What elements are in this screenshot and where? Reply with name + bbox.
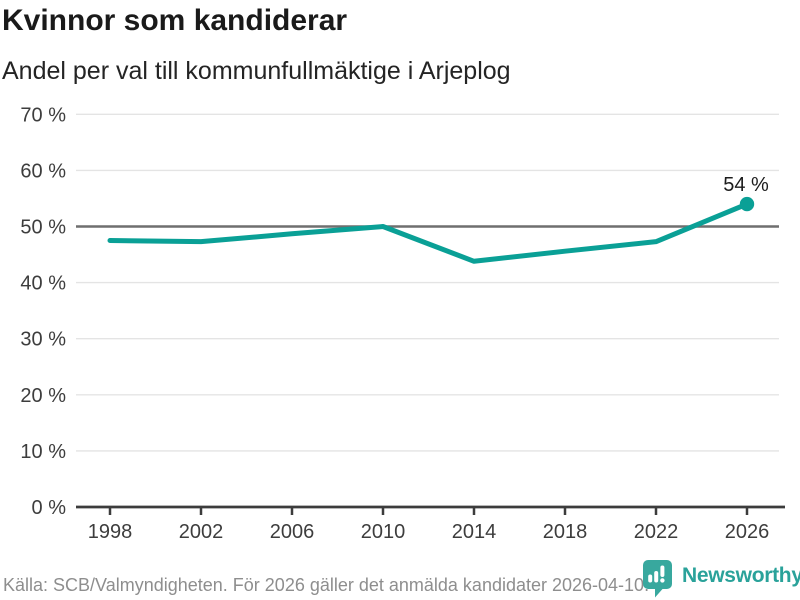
y-tick-label: 30 % bbox=[20, 329, 66, 351]
y-tick-label: 50 % bbox=[20, 217, 66, 239]
x-tick-label: 2010 bbox=[361, 521, 406, 543]
x-tick-label: 2002 bbox=[179, 521, 224, 543]
y-tick-label: 70 % bbox=[20, 104, 66, 126]
chart-subtitle: Andel per val till kommunfullmäktige i A… bbox=[2, 57, 511, 85]
y-tick-label: 10 % bbox=[20, 441, 66, 463]
y-tick-label: 60 % bbox=[20, 160, 66, 182]
source-note: Källa: SCB/Valmyndigheten. För 2026 gäll… bbox=[3, 575, 650, 595]
data-point-marker bbox=[739, 196, 755, 212]
newsworthy-wordmark: Newsworthy bbox=[682, 564, 800, 587]
x-tick-label: 2014 bbox=[452, 521, 497, 543]
data-point-label: 54 % bbox=[723, 174, 769, 196]
y-tick-label: 40 % bbox=[20, 273, 66, 295]
x-tick-label: 2006 bbox=[270, 521, 315, 543]
y-tick-label: 0 % bbox=[32, 497, 67, 519]
newsworthy-icon bbox=[643, 560, 672, 598]
data-line bbox=[107, 201, 750, 264]
x-tick-label: 2018 bbox=[543, 521, 588, 543]
chart-title: Kvinnor som kandiderar bbox=[2, 4, 348, 37]
x-tick-label: 2026 bbox=[725, 521, 770, 543]
y-tick-label: 20 % bbox=[20, 385, 66, 407]
newsworthy-logo[interactable]: Newsworthy bbox=[643, 560, 800, 598]
x-tick-label: 2022 bbox=[634, 521, 679, 543]
x-tick-label: 1998 bbox=[88, 521, 133, 543]
